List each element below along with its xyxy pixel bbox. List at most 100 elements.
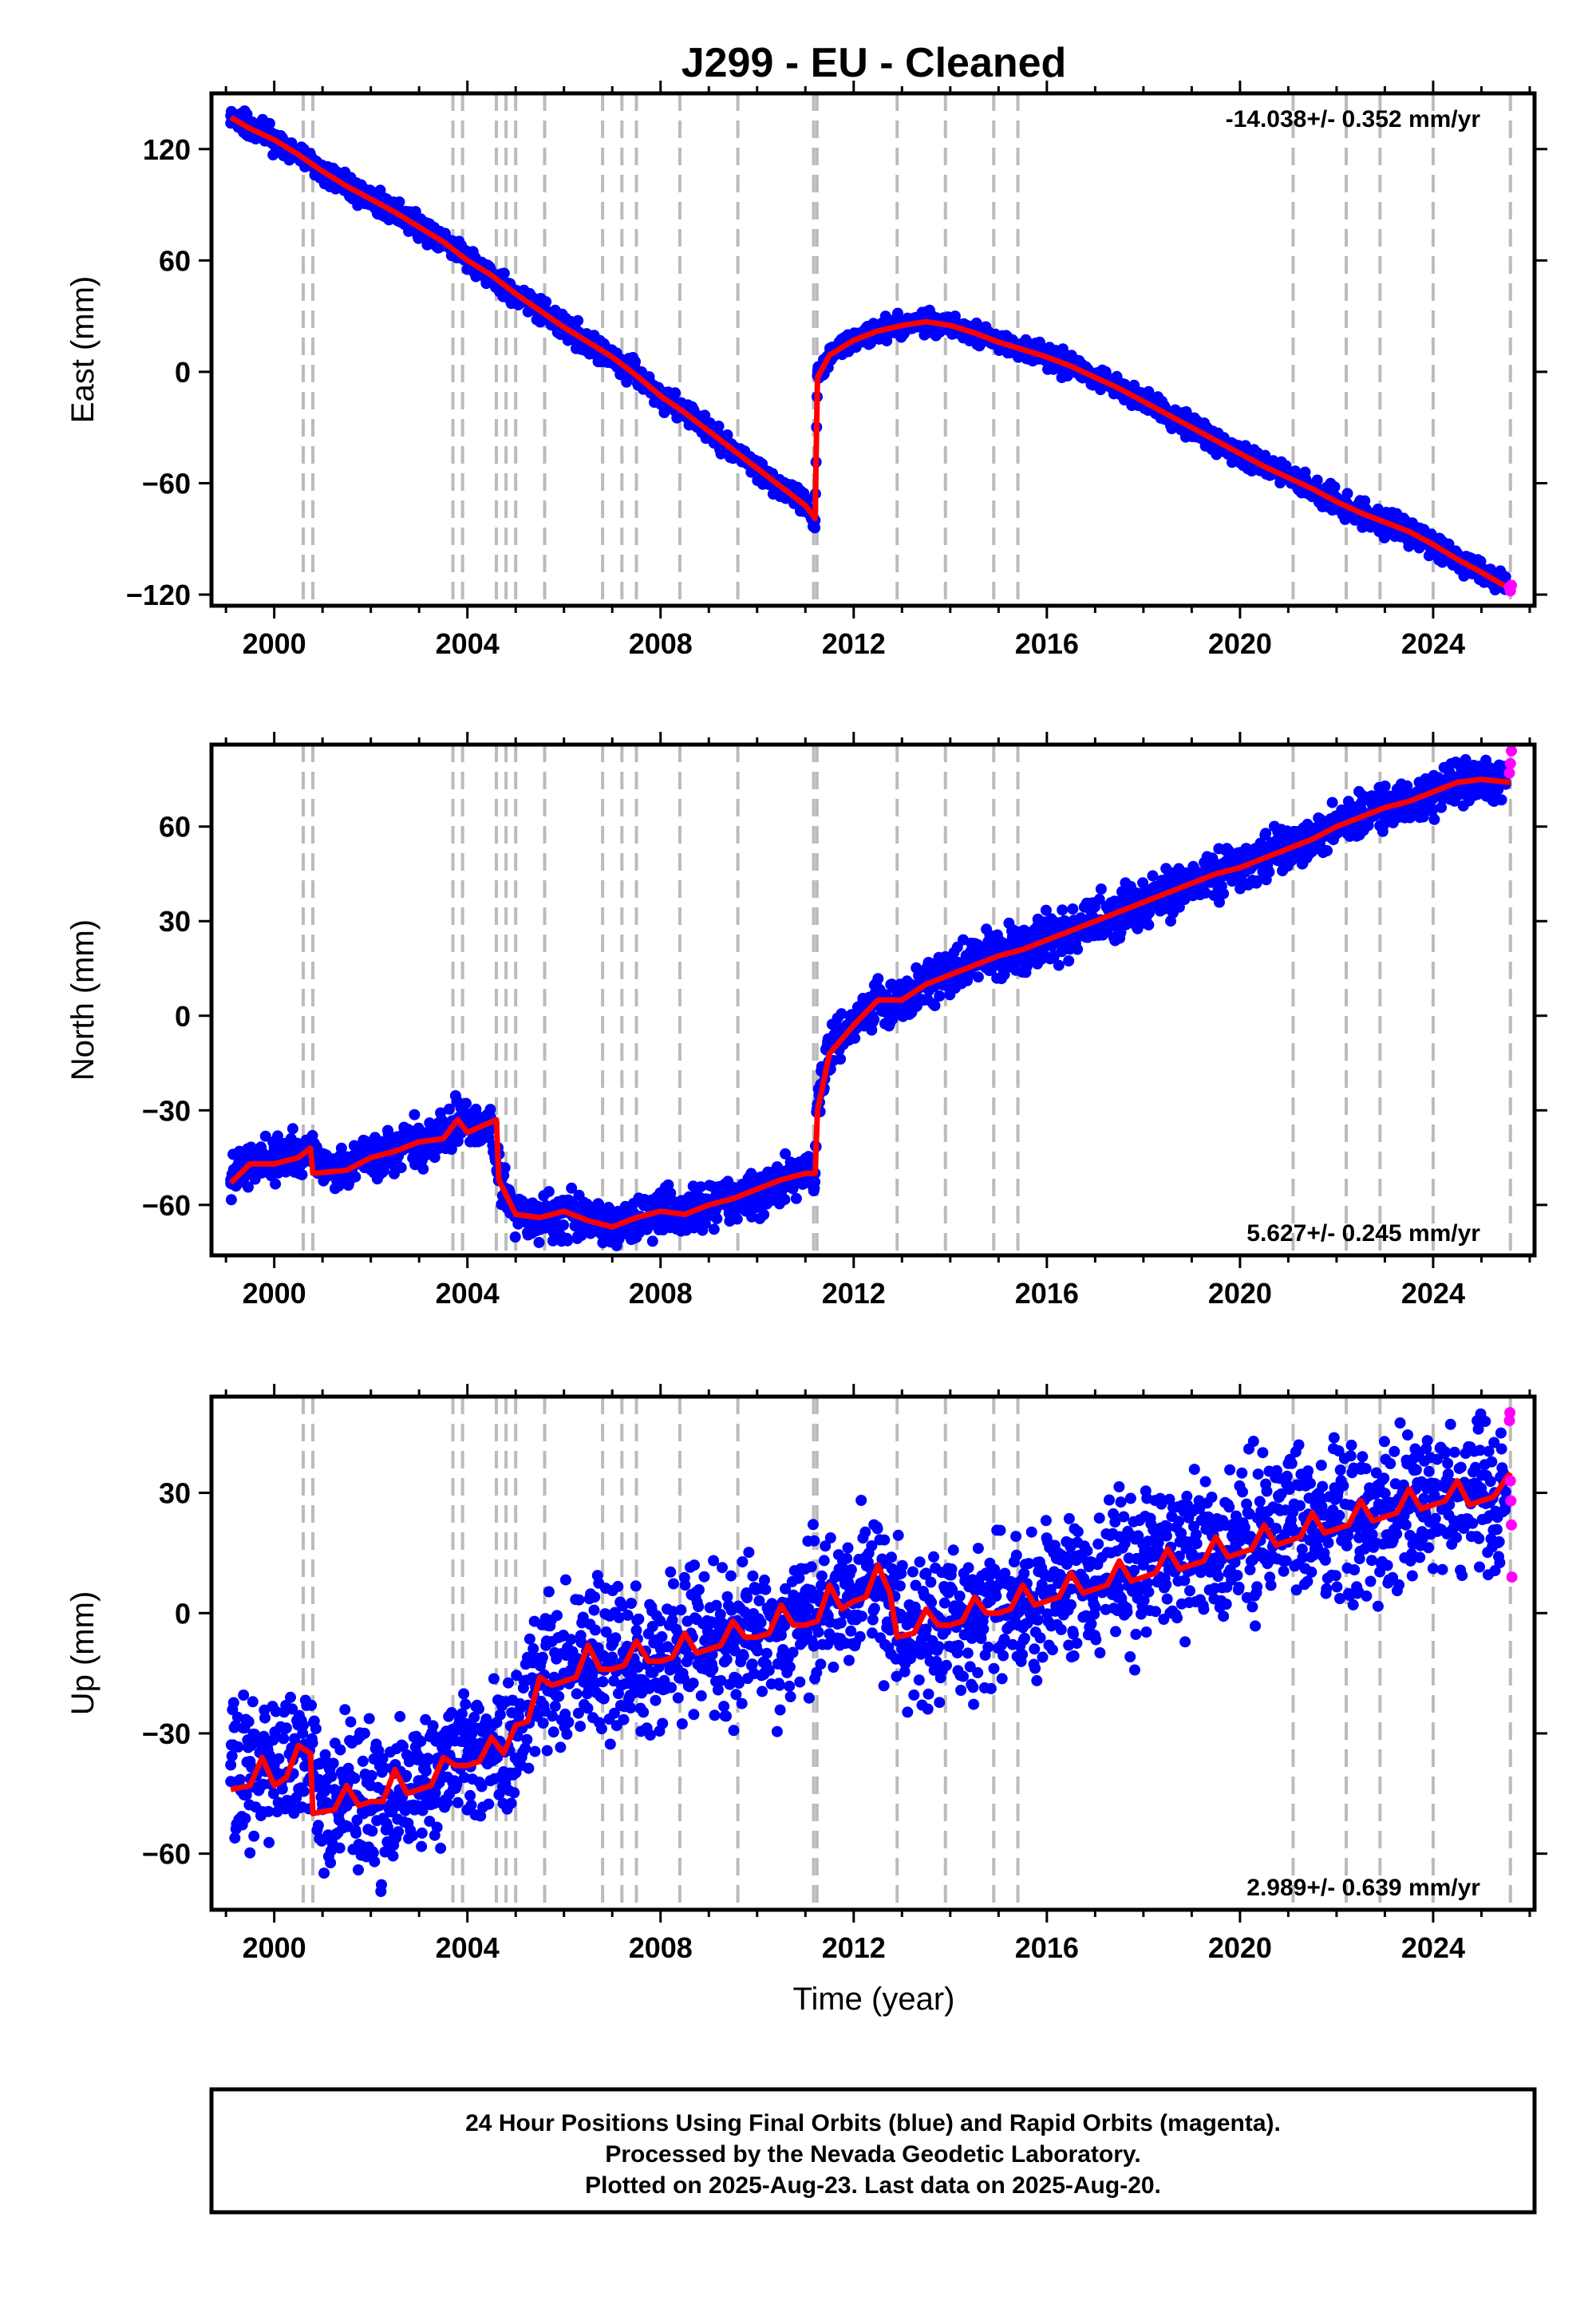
final-orbit-point [393, 196, 405, 208]
final-orbit-point [499, 1162, 511, 1174]
y-tick-label: −60 [142, 467, 191, 500]
east-rapid-orbit-points [1503, 579, 1517, 597]
final-orbit-point [445, 1144, 457, 1155]
final-orbit-point [239, 1812, 251, 1824]
y-tick-label: 30 [159, 905, 191, 938]
final-orbit-point [1040, 904, 1052, 916]
final-orbit-point [572, 314, 584, 326]
final-orbit-point [334, 1744, 346, 1756]
figure-title: J299 - EU - Cleaned [681, 40, 1067, 86]
final-orbit-point [312, 1820, 324, 1832]
final-orbit-point [1227, 875, 1238, 887]
final-orbit-point [238, 1690, 250, 1701]
final-orbit-point [985, 964, 997, 976]
final-orbit-point [320, 1781, 332, 1793]
final-orbit-point [1321, 844, 1333, 856]
final-orbit-point [259, 1130, 271, 1142]
final-orbit-point [225, 1759, 237, 1771]
final-orbit-point [509, 1231, 521, 1243]
x-tick-label: 2000 [243, 1277, 306, 1310]
final-orbit-point [1143, 919, 1155, 931]
x-tick-label: 2012 [822, 1277, 886, 1310]
rapid-orbit-point [1506, 745, 1517, 757]
final-orbit-point [1495, 794, 1507, 806]
final-orbit-point [273, 1753, 285, 1765]
final-orbit-point [1329, 481, 1341, 493]
final-orbit-point [290, 1792, 302, 1804]
final-orbit-point [1311, 474, 1323, 486]
final-orbit-point [1251, 875, 1263, 887]
final-orbit-point [286, 1123, 298, 1135]
final-orbit-point [243, 1716, 255, 1728]
final-orbit-point [929, 1000, 941, 1012]
final-orbit-point [780, 1148, 792, 1160]
final-orbit-point [934, 990, 946, 1002]
final-orbit-point [350, 1828, 361, 1840]
x-tick-label: 2008 [629, 1277, 693, 1310]
final-orbit-point [226, 1750, 238, 1762]
final-orbit-point [335, 1142, 347, 1154]
final-orbit-point [227, 1697, 239, 1709]
x-tick-label: 2008 [629, 627, 693, 660]
final-orbit-point [280, 1722, 292, 1734]
final-orbit-point [298, 1719, 309, 1731]
final-orbit-point [229, 1832, 241, 1844]
final-orbit-point [779, 1194, 791, 1206]
final-orbit-point [285, 1691, 296, 1703]
y-tick-label: 120 [143, 133, 191, 166]
y-tick-label: 0 [175, 1000, 191, 1033]
north-frame [209, 742, 1537, 1258]
final-orbit-point [670, 387, 681, 399]
rapid-orbit-point [1506, 579, 1517, 591]
final-orbit-point [708, 1223, 720, 1235]
final-orbit-point [1436, 801, 1448, 813]
final-orbit-point [836, 1008, 847, 1020]
final-orbit-point [345, 1716, 357, 1728]
final-orbit-point [247, 1696, 259, 1708]
final-orbit-point [417, 1163, 429, 1175]
final-orbit-point [244, 1847, 256, 1859]
final-orbit-point [325, 1857, 337, 1869]
final-orbit-point [460, 1097, 472, 1109]
final-orbit-point [263, 1805, 275, 1817]
east-frame [209, 91, 1537, 608]
final-orbit-point [1218, 887, 1230, 899]
east-panel: 2000 2004 2008 2012 2016 2020 2024−120−6006012… [65, 81, 1547, 660]
final-orbit-point [326, 1770, 338, 1782]
final-orbit-point [296, 1168, 308, 1180]
north-model-line [228, 777, 1511, 1230]
x-tick-label: 2004 [436, 1277, 500, 1310]
final-orbit-point [1063, 955, 1075, 966]
final-orbit-point [543, 1186, 555, 1198]
final-orbit-point [1341, 488, 1353, 500]
final-orbit-point [1443, 538, 1455, 550]
final-orbit-point [349, 1773, 361, 1784]
final-orbit-point [665, 1188, 677, 1199]
final-orbit-point [646, 1235, 658, 1247]
final-orbit-point [1426, 805, 1438, 817]
final-orbit-point [972, 971, 984, 983]
rapid-orbit-point [1503, 767, 1515, 779]
final-orbit-point [484, 1104, 496, 1116]
final-orbit-point [270, 1178, 282, 1190]
final-orbit-point [240, 1789, 252, 1801]
final-orbit-point [350, 1171, 361, 1183]
final-orbit-point [711, 1212, 723, 1224]
final-orbit-point [1137, 877, 1149, 889]
final-orbit-point [1144, 907, 1156, 919]
final-orbit-point [395, 1162, 407, 1174]
final-orbit-point [339, 1704, 351, 1716]
final-orbit-point [721, 429, 733, 441]
north-panel: 2000 2004 2008 2012 2016 2020 2024−60−3003060N… [65, 732, 1547, 1310]
x-tick-label: 2012 [822, 627, 886, 660]
y-tick-label: −120 [126, 579, 191, 611]
final-orbit-point [790, 1192, 802, 1204]
x-tick-label: 2020 [1208, 627, 1272, 660]
final-orbit-point [452, 1136, 464, 1148]
final-orbit-point [533, 1236, 545, 1248]
final-orbit-point [286, 1703, 298, 1715]
final-orbit-point [558, 1219, 569, 1231]
up-plot-area [225, 1397, 1518, 1910]
final-orbit-point [566, 1182, 578, 1194]
final-orbit-point [248, 1830, 260, 1842]
